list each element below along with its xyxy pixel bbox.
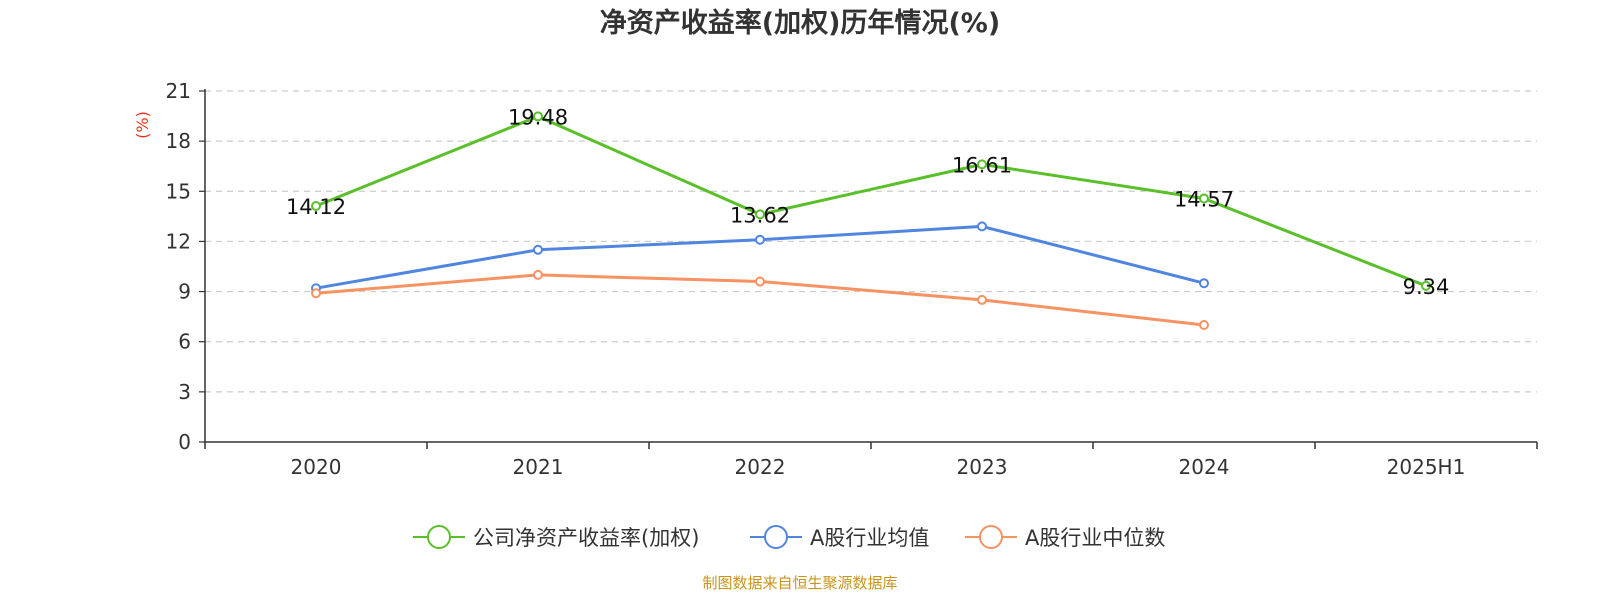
y-tick-label: 3 xyxy=(178,380,191,404)
legend-label: 公司净资产收益率(加权) xyxy=(473,526,699,550)
y-tick-label: 12 xyxy=(166,229,191,253)
data-point xyxy=(755,209,765,220)
gridlines xyxy=(205,90,1537,393)
series-line-0 xyxy=(314,114,1428,288)
data-point xyxy=(755,234,765,245)
y-tick-label: 15 xyxy=(166,179,191,203)
legend-label: A股行业均值 xyxy=(810,526,929,550)
y-tick-label: 21 xyxy=(166,79,191,103)
data-label: 14.57 xyxy=(1174,187,1234,211)
x-tick-label: 2025H1 xyxy=(1387,455,1466,479)
axes: 0 3 6 9 12 15 18 21 2020 2021 2022 2023 2024 2025H1 xyxy=(166,79,1538,479)
data-point xyxy=(533,111,543,122)
legend-marker xyxy=(764,525,788,549)
data-label: 14.12 xyxy=(286,195,346,219)
y-axis-label: (%) xyxy=(133,111,152,139)
data-label: 9.34 xyxy=(1403,275,1450,299)
data-point xyxy=(311,200,321,211)
data-labels: 14.12 19.48 13.62 16.61 14.57 9.34 xyxy=(286,105,1449,298)
data-label: 16.61 xyxy=(952,153,1012,177)
legend-marker xyxy=(979,525,1003,549)
legend-marker xyxy=(427,525,451,549)
legend-label: A股行业中位数 xyxy=(1025,526,1165,550)
y-tick-label: 18 xyxy=(166,129,191,153)
x-tick-label: 2023 xyxy=(957,455,1008,479)
chart-title: 净资产收益率(加权)历年情况(%) xyxy=(600,7,1000,39)
x-tick-label: 2021 xyxy=(513,455,564,479)
source-note: 制图数据来自恒生聚源数据库 xyxy=(702,574,897,592)
data-point xyxy=(755,276,765,287)
y-tick-label: 0 xyxy=(178,430,191,454)
data-point xyxy=(1421,280,1431,291)
data-point xyxy=(1199,278,1209,289)
data-point xyxy=(533,269,543,280)
data-label: 13.62 xyxy=(730,203,790,227)
y-tick-label: 9 xyxy=(178,280,191,304)
data-label: 19.48 xyxy=(508,105,568,129)
data-point xyxy=(311,288,321,299)
data-point xyxy=(977,294,987,305)
series-lines xyxy=(311,111,1431,330)
x-tick-label: 2022 xyxy=(735,455,786,479)
x-tick-label: 2024 xyxy=(1179,455,1230,479)
data-point xyxy=(977,159,987,170)
data-point xyxy=(1199,320,1209,330)
x-tick-label: 2020 xyxy=(291,455,342,479)
legend[interactable]: 公司净资产收益率(加权) A股行业均值 A股行业中位数 xyxy=(413,525,1165,550)
data-point xyxy=(1199,193,1209,204)
y-tick-label: 6 xyxy=(178,330,191,354)
data-point xyxy=(533,244,543,255)
data-point xyxy=(977,221,987,232)
